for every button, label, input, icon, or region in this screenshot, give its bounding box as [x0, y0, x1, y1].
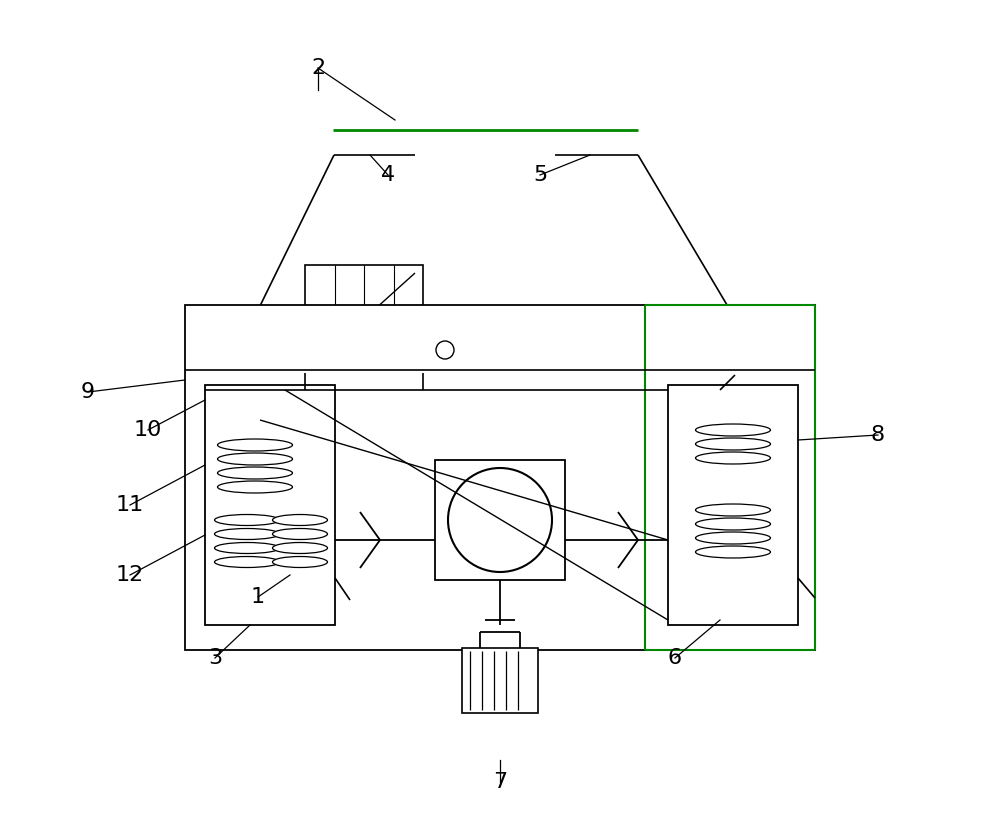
Ellipse shape [696, 504, 770, 516]
Bar [205, 385, 335, 625]
Text: 4: 4 [381, 165, 395, 185]
Ellipse shape [696, 546, 770, 558]
Text: 10: 10 [134, 420, 162, 440]
Text: 9: 9 [81, 382, 95, 402]
Ellipse shape [214, 515, 280, 525]
Text: 1: 1 [251, 587, 265, 607]
Text: 5: 5 [533, 165, 547, 185]
Text: 6: 6 [668, 648, 682, 668]
Ellipse shape [272, 515, 328, 525]
Bar [185, 305, 815, 650]
Ellipse shape [214, 556, 280, 568]
Bar [462, 648, 538, 713]
Bar [305, 265, 423, 373]
Text: 8: 8 [871, 425, 885, 445]
Ellipse shape [272, 529, 328, 540]
Ellipse shape [696, 532, 770, 544]
Ellipse shape [272, 543, 328, 554]
Text: 11: 11 [116, 495, 144, 515]
Ellipse shape [218, 481, 292, 493]
Ellipse shape [214, 543, 280, 554]
Ellipse shape [218, 467, 292, 479]
Ellipse shape [214, 529, 280, 540]
Text: 7: 7 [493, 772, 507, 792]
Ellipse shape [272, 556, 328, 568]
Ellipse shape [218, 439, 292, 451]
Ellipse shape [696, 424, 770, 436]
Ellipse shape [696, 518, 770, 530]
Ellipse shape [218, 453, 292, 465]
Text: 2: 2 [311, 58, 325, 78]
Text: 3: 3 [208, 648, 222, 668]
Ellipse shape [696, 452, 770, 464]
Bar [668, 385, 798, 625]
Bar [435, 460, 565, 580]
Text: 12: 12 [116, 565, 144, 585]
Ellipse shape [696, 438, 770, 450]
